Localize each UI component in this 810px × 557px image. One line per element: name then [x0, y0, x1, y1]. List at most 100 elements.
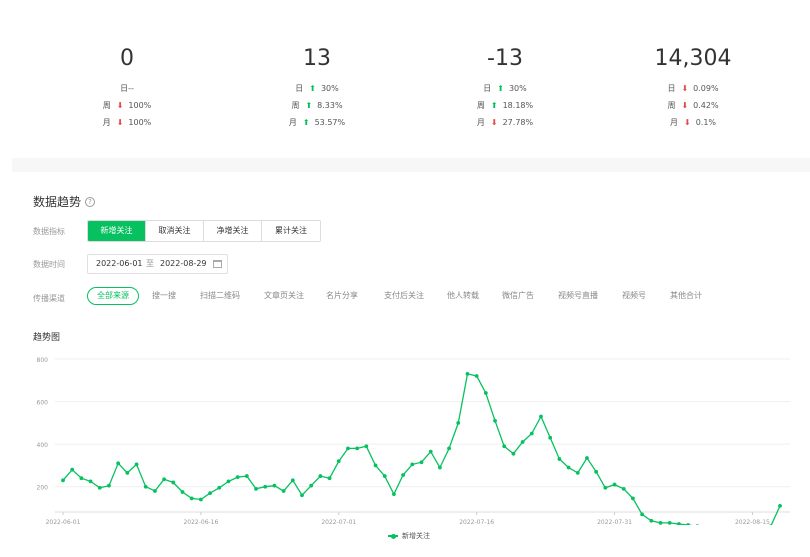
- data-point: [125, 470, 130, 475]
- data-point: [180, 490, 185, 494]
- data-point: [410, 462, 415, 467]
- data-point: [658, 521, 663, 525]
- data-point: [392, 492, 396, 497]
- source-channels[interactable]: 视频号: [622, 291, 646, 300]
- data-point: [107, 483, 111, 488]
- stat-value: 14,304: [654, 46, 732, 71]
- data-point: [465, 372, 470, 376]
- tab-unfollow[interactable]: 取消关注: [146, 221, 204, 241]
- data-point: [502, 444, 507, 449]
- data-point: [382, 474, 387, 478]
- data-point: [695, 524, 699, 525]
- data-point: [355, 446, 360, 451]
- tab-net-follow[interactable]: 净增关注: [204, 221, 262, 241]
- source-all[interactable]: 全部来源: [87, 287, 139, 305]
- data-point: [769, 524, 773, 525]
- arrow-down-icon: ⬇: [116, 101, 124, 110]
- date-range-picker[interactable]: 2022-06-01 至 2022-08-29: [87, 254, 228, 274]
- question-circle-icon[interactable]: ?: [85, 196, 96, 207]
- source-other[interactable]: 其他合计: [670, 291, 702, 300]
- source-reprint[interactable]: 他人转载: [447, 291, 479, 300]
- date-separator: 至: [146, 259, 154, 268]
- stat-row-day: 日 ⬆ 30%: [217, 80, 417, 97]
- source-card-share[interactable]: 名片分享: [326, 291, 358, 300]
- arrow-up-icon: ⬆: [497, 84, 504, 93]
- data-point: [603, 485, 608, 490]
- date-end: 2022-08-29: [160, 259, 207, 268]
- data-point: [226, 479, 231, 484]
- chart-legend[interactable]: 新增关注: [388, 531, 430, 541]
- data-point: [143, 484, 148, 489]
- legend-label: 新增关注: [402, 532, 430, 540]
- stat-card-new: 0 日-- 周 ⬇ 100% 月 ⬇ 100%: [27, 44, 227, 131]
- data-point: [612, 482, 617, 487]
- stat-row-week: 周 ⬇ 100%: [27, 97, 227, 114]
- source-after-payment[interactable]: 支付后关注: [384, 291, 424, 300]
- data-point: [263, 484, 268, 489]
- data-point: [640, 512, 645, 517]
- stat-row-month: 月 ⬇ 0.1%: [593, 114, 793, 131]
- data-point: [594, 469, 599, 474]
- data-point: [548, 435, 553, 440]
- x-tick-label: 2022-07-16: [459, 519, 494, 525]
- y-tick-label: 400: [37, 442, 49, 449]
- section-title: 数据趋势 ?: [33, 193, 96, 210]
- metric-tabs: 新增关注 取消关注 净增关注 累计关注: [87, 220, 321, 242]
- arrow-down-icon: ⬇: [681, 84, 689, 93]
- source-search[interactable]: 搜一搜: [152, 291, 176, 300]
- data-point: [575, 470, 580, 475]
- arrow-down-icon: ⬇: [116, 118, 124, 127]
- data-point: [493, 418, 497, 423]
- data-point: [456, 420, 461, 425]
- data-point: [208, 491, 212, 495]
- tab-new-follow[interactable]: 新增关注: [88, 221, 146, 241]
- data-point: [217, 485, 222, 490]
- data-point: [364, 444, 369, 449]
- arrow-down-icon: ⬇: [681, 101, 689, 110]
- stat-row-week: 周 ⬆ 8.33%: [217, 97, 417, 114]
- source-article[interactable]: 文章页关注: [264, 291, 304, 300]
- tab-total-follow[interactable]: 累计关注: [262, 221, 320, 241]
- stat-card-total: 14,304 日 ⬇ 0.09% 周 ⬇ 0.42% 月 ⬇ 0.1%: [593, 44, 793, 131]
- data-point: [153, 489, 157, 493]
- data-point: [318, 474, 323, 478]
- x-tick-label: 2022-07-31: [597, 519, 632, 525]
- data-point: [162, 477, 167, 482]
- source-channels-live[interactable]: 视频号直播: [558, 291, 598, 300]
- data-point: [97, 485, 102, 490]
- source-qrcode[interactable]: 扫描二维码: [200, 291, 240, 300]
- data-point: [778, 503, 782, 508]
- data-point: [198, 497, 203, 502]
- data-point: [61, 478, 65, 483]
- data-point: [346, 446, 350, 451]
- stat-row-month: 月 ⬆ 53.57%: [217, 114, 417, 131]
- arrow-up-icon: ⬆: [490, 101, 498, 110]
- source-label: 传播渠道: [33, 294, 65, 303]
- stat-card-cancel: 13 日 ⬆ 30% 周 ⬆ 8.33% 月 ⬆ 53.57%: [217, 44, 417, 131]
- x-tick-label: 2022-08-15: [735, 519, 770, 525]
- source-wechat-ads[interactable]: 微信广告: [502, 291, 534, 300]
- data-point: [401, 473, 406, 477]
- data-point: [529, 431, 534, 436]
- stat-value: 0: [120, 46, 134, 71]
- data-point: [557, 457, 562, 461]
- data-point: [437, 465, 442, 470]
- x-tick-label: 2022-07-01: [321, 519, 356, 525]
- stat-row-month: 月 ⬇ 27.78%: [405, 114, 605, 131]
- data-point: [428, 449, 433, 454]
- data-point: [631, 496, 635, 501]
- stat-row-day: 日 ⬆ 30%: [405, 80, 605, 97]
- metric-label: 数据指标: [33, 227, 65, 236]
- arrow-down-icon: ⬇: [490, 118, 498, 127]
- data-point: [667, 521, 672, 525]
- stats-summary: 0 日-- 周 ⬇ 100% 月 ⬇ 100% 13 日 ⬆ 30% 周 ⬆ 8.33% 月 ⬆ 5…: [0, 0, 810, 155]
- data-point: [419, 460, 424, 465]
- y-tick-label: 200: [37, 485, 49, 492]
- data-point: [70, 467, 75, 472]
- data-point: [309, 483, 314, 488]
- data-point: [300, 493, 304, 498]
- arrow-down-icon: ⬇: [683, 118, 691, 127]
- data-point: [88, 479, 93, 484]
- data-point: [171, 480, 176, 485]
- data-point: [520, 440, 525, 444]
